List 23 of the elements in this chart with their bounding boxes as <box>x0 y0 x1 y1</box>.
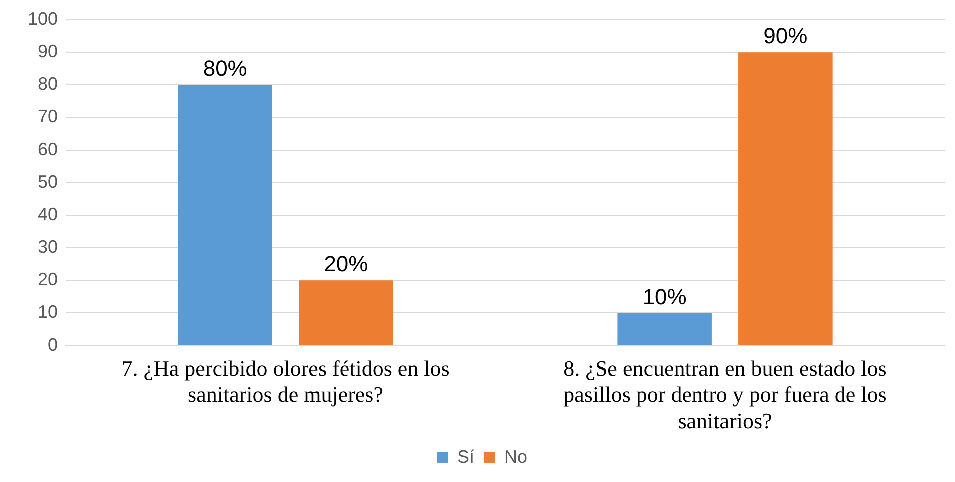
y-tick-label: 70 <box>38 106 58 127</box>
data-label: 90% <box>764 24 808 49</box>
y-tick-label: 0 <box>48 334 58 355</box>
data-label: 20% <box>324 252 368 277</box>
y-tick-label: 40 <box>38 204 58 224</box>
bar <box>178 85 272 346</box>
y-tick-label: 100 <box>28 8 58 29</box>
legend-label: No <box>504 446 528 467</box>
y-tick-label: 30 <box>38 237 58 258</box>
x-tick-label: 8. ¿Se encuentran en buen estado los pasillos por dentro y por fuera de los sanitarios? <box>564 356 887 434</box>
y-tick-label: 60 <box>38 139 58 160</box>
y-tick-label: 20 <box>38 270 58 290</box>
data-label: 80% <box>203 56 248 82</box>
bar <box>618 313 712 346</box>
bar <box>738 52 833 346</box>
y-tick-label: 50 <box>38 172 58 192</box>
y-tick-label: 80 <box>38 74 58 94</box>
x-tick-label: 7. ¿Ha percibido olores fétidos en los sanitarios de mujeres? <box>122 356 450 408</box>
bar <box>299 280 394 346</box>
data-label: 10% <box>642 284 687 310</box>
y-tick-label: 90 <box>38 42 58 62</box>
legend-label: Sí <box>457 446 475 467</box>
y-tick-label: 10 <box>38 302 58 322</box>
